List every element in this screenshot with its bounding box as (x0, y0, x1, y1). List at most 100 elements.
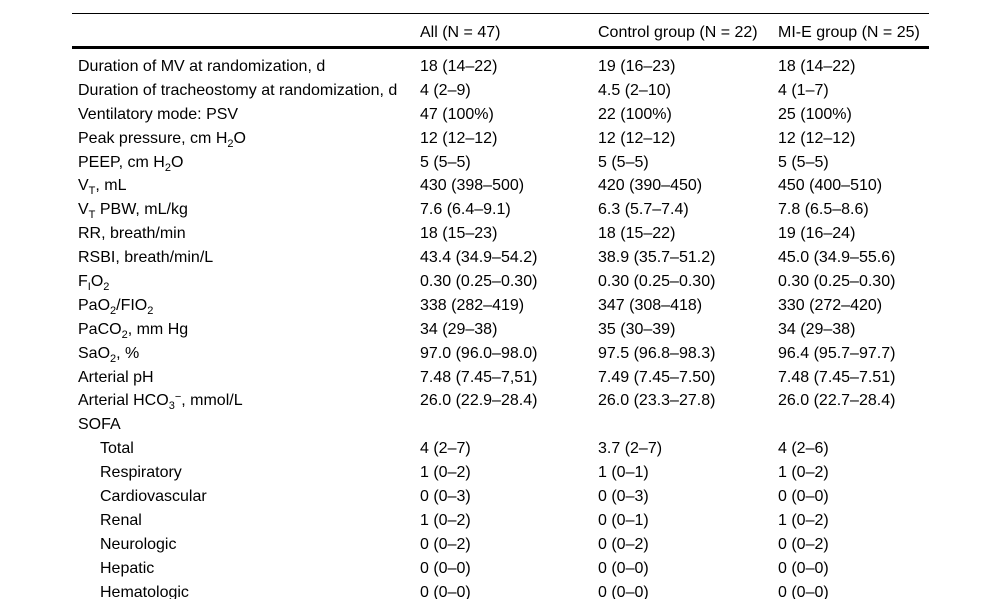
cell-value: 4.5 (2–10) (598, 81, 671, 99)
cell-value: 0 (0–3) (598, 488, 649, 506)
cell-value: 18 (15–23) (420, 225, 498, 243)
table-row: Total 4 (2–7) 3.7 (2–7) 4 (2–6) (72, 437, 929, 461)
table-row: Arterial pH 7.48 (7.45–7,51) 7.49 (7.45–7.… (72, 366, 929, 390)
cell-value: 0.30 (0.25–0.30) (598, 273, 716, 291)
table-row: Cardiovascular 0 (0–3) 0 (0–3) 0 (0–0) (72, 485, 929, 509)
cell-value: 22 (100%) (598, 105, 672, 123)
row-label: PaO2/FIO2 (78, 296, 154, 317)
table-row: RSBI, breath/min/L 43.4 (34.9–54.2) 38.9 (… (72, 246, 929, 270)
cell-value: 5 (5–5) (420, 153, 471, 171)
column-header-mie-group: MI-E group (N = 25) (778, 24, 920, 41)
table-row: VT, mL 430 (398–500) 420 (390–450) 450 (400… (72, 174, 929, 198)
cell-value: 35 (30–39) (598, 320, 676, 338)
row-label: SaO2, % (78, 344, 140, 365)
table-row: Peak pressure, cm H2O 12 (12–12) 12 (12–12… (72, 127, 929, 151)
cell-value: 1 (0–2) (778, 511, 829, 529)
cell-value: 0 (0–0) (778, 583, 829, 599)
cell-value: 0 (0–2) (420, 535, 471, 553)
table-header-rule (72, 46, 929, 49)
cell-value: 1 (0–2) (420, 464, 471, 482)
table-row: PaO2/FIO2 338 (282–419) 347 (308–418) 330 (… (72, 294, 929, 318)
table-header: All (N = 47) Control group (N = 22) MI-E… (72, 14, 929, 46)
table-row: Neurologic 0 (0–2) 0 (0–2) 0 (0–2) (72, 533, 929, 557)
cell-value: 1 (0–2) (778, 464, 829, 482)
cell-value: 5 (5–5) (778, 153, 829, 171)
cell-value: 430 (398–500) (420, 177, 525, 195)
row-label: Arterial pH (78, 368, 154, 386)
cell-value: 34 (29–38) (778, 320, 856, 338)
table-row: SOFA (72, 413, 929, 437)
column-header-empty (72, 23, 420, 42)
column-header-all: All (N = 47) (420, 24, 501, 41)
table-row: PEEP, cm H2O 5 (5–5) 5 (5–5) 5 (5–5) (72, 151, 929, 175)
row-label: Cardiovascular (100, 488, 207, 506)
table-row: RR, breath/min 18 (15–23) 18 (15–22) 19 (16… (72, 222, 929, 246)
cell-value (598, 413, 778, 437)
cell-value: 1 (0–2) (420, 511, 471, 529)
row-label: Hematologic (100, 583, 189, 599)
table-row: FIO2 0.30 (0.25–0.30) 0.30 (0.25–0.30) 0.30… (72, 270, 929, 294)
table-row: Arterial HCO3−, mmol/L 26.0 (22.9–28.4) 26… (72, 389, 929, 413)
cell-value: 0 (0–2) (598, 535, 649, 553)
row-label: VT PBW, mL/kg (78, 201, 188, 222)
cell-value: 0 (0–0) (598, 583, 649, 599)
column-header-control-group: Control group (N = 22) (598, 24, 758, 41)
cell-value: 97.5 (96.8–98.3) (598, 344, 716, 362)
cell-value (420, 413, 598, 437)
cell-value: 3.7 (2–7) (598, 440, 663, 458)
row-label: Respiratory (100, 464, 182, 482)
table-row: SaO2, % 97.0 (96.0–98.0) 97.5 (96.8–98.3) 9… (72, 342, 929, 366)
table-row: Duration of tracheostomy at randomizatio… (72, 79, 929, 103)
cell-value: 4 (1–7) (778, 81, 829, 99)
row-label: Ventilatory mode: PSV (78, 105, 239, 123)
cell-value: 0 (0–0) (778, 559, 829, 577)
cell-value: 330 (272–420) (778, 296, 883, 314)
cell-value: 0 (0–3) (420, 488, 471, 506)
cell-value: 18 (14–22) (420, 58, 498, 75)
cell-value: 43.4 (34.9–54.2) (420, 249, 538, 267)
cell-value: 0 (0–0) (778, 488, 829, 506)
table-row: VT PBW, mL/kg 7.6 (6.4–9.1) 6.3 (5.7–7.4) 7… (72, 198, 929, 222)
row-label: Arterial HCO3−, mmol/L (78, 391, 243, 413)
row-label: Total (100, 440, 134, 458)
cell-value: 6.3 (5.7–7.4) (598, 201, 689, 219)
row-label: RR, breath/min (78, 225, 186, 243)
cell-value: 4 (2–9) (420, 81, 471, 99)
cell-value: 0 (0–0) (598, 559, 649, 577)
row-label: Duration of MV at randomization, d (78, 58, 326, 75)
cell-value: 38.9 (35.7–51.2) (598, 249, 716, 267)
cell-value: 338 (282–419) (420, 296, 525, 314)
cell-value: 347 (308–418) (598, 296, 703, 314)
cell-value: 26.0 (23.3–27.8) (598, 392, 716, 410)
table-top-rule (72, 13, 929, 14)
cell-value: 12 (12–12) (598, 129, 676, 147)
cell-value: 7.48 (7.45–7.51) (778, 368, 896, 386)
cell-value: 25 (100%) (778, 105, 852, 123)
row-label: PaCO2, mm Hg (78, 320, 189, 341)
cell-value (778, 413, 929, 437)
cell-value: 7.8 (6.5–8.6) (778, 201, 869, 219)
row-label: Hepatic (100, 559, 155, 577)
cell-value: 450 (400–510) (778, 177, 883, 195)
row-label: Neurologic (100, 535, 177, 553)
table-row: Hematologic 0 (0–0) 0 (0–0) 0 (0–0) (72, 581, 929, 599)
cell-value: 45.0 (34.9–55.6) (778, 249, 896, 267)
cell-value: 0.30 (0.25–0.30) (778, 273, 896, 291)
cell-value: 4 (2–6) (778, 440, 829, 458)
row-label: RSBI, breath/min/L (78, 249, 214, 267)
cell-value: 0 (0–0) (420, 583, 471, 599)
cell-value: 5 (5–5) (598, 153, 649, 171)
cell-value: 0 (0–1) (598, 511, 649, 529)
row-label: Renal (100, 511, 142, 529)
row-label: SOFA (78, 416, 121, 434)
cell-value: 18 (15–22) (598, 225, 676, 243)
cell-value: 96.4 (95.7–97.7) (778, 344, 896, 362)
row-label: VT, mL (78, 177, 127, 198)
baseline-characteristics-table: All (N = 47) Control group (N = 22) MI-E… (72, 13, 929, 599)
cell-value: 1 (0–1) (598, 464, 649, 482)
table-row: Hepatic 0 (0–0) 0 (0–0) 0 (0–0) (72, 557, 929, 581)
table-row: Ventilatory mode: PSV 47 (100%) 22 (100%) 2… (72, 103, 929, 127)
row-label: FIO2 (78, 273, 110, 294)
table-row: Duration of MV at randomization, d 18 (14… (72, 55, 929, 79)
